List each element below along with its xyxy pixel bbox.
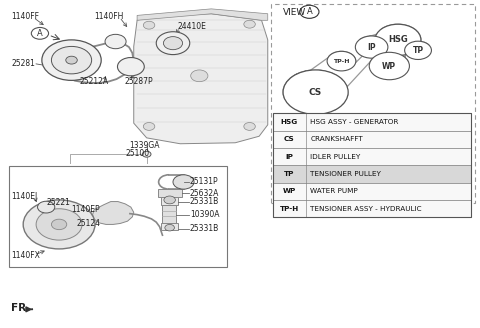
Text: 1339GA: 1339GA — [129, 141, 159, 150]
Bar — [9, 166, 227, 267]
Circle shape — [191, 70, 208, 82]
Circle shape — [23, 200, 95, 249]
Polygon shape — [93, 202, 134, 224]
Text: 1140FH: 1140FH — [94, 12, 123, 21]
Text: 10390A: 10390A — [190, 210, 219, 219]
Text: 25281: 25281 — [11, 59, 35, 68]
Text: TP-H: TP-H — [280, 206, 299, 212]
Text: 25131P: 25131P — [190, 177, 218, 186]
Text: WP: WP — [382, 62, 396, 71]
Circle shape — [36, 209, 82, 240]
Text: TP: TP — [412, 46, 424, 55]
Text: CRANKSHAFFT: CRANKSHAFFT — [311, 136, 363, 142]
Bar — [162, 205, 176, 223]
Text: A: A — [37, 29, 43, 38]
Text: CS: CS — [309, 88, 322, 97]
Text: IP: IP — [285, 154, 293, 160]
Circle shape — [173, 175, 194, 189]
Circle shape — [355, 36, 388, 58]
Circle shape — [375, 24, 421, 55]
Circle shape — [327, 51, 356, 71]
Circle shape — [165, 224, 174, 231]
Circle shape — [369, 52, 409, 80]
Bar — [161, 223, 178, 230]
Circle shape — [66, 56, 77, 64]
Bar — [273, 200, 471, 217]
Circle shape — [156, 32, 190, 54]
Text: WATER PUMP: WATER PUMP — [311, 188, 358, 194]
Text: CS: CS — [284, 136, 295, 142]
Text: 1140FX: 1140FX — [11, 251, 40, 260]
Bar — [271, 4, 475, 203]
Text: 1140EP: 1140EP — [72, 205, 100, 214]
Text: 1140EJ: 1140EJ — [11, 192, 37, 201]
Text: WP: WP — [283, 188, 296, 194]
Text: TENSIONER ASSY - HYDRAULIC: TENSIONER ASSY - HYDRAULIC — [311, 206, 422, 212]
Text: 1140FF: 1140FF — [11, 12, 39, 21]
Circle shape — [244, 20, 255, 28]
Circle shape — [283, 70, 348, 114]
Bar — [273, 131, 471, 148]
Circle shape — [118, 57, 144, 76]
Text: 25331B: 25331B — [190, 197, 219, 206]
Bar — [273, 113, 471, 131]
Text: HSG: HSG — [281, 119, 298, 125]
Circle shape — [164, 196, 175, 204]
Circle shape — [163, 37, 182, 50]
Text: VIEW: VIEW — [283, 8, 306, 17]
Circle shape — [143, 151, 151, 157]
Text: A: A — [307, 7, 312, 16]
Text: 25212A: 25212A — [80, 77, 109, 86]
Text: HSG: HSG — [388, 35, 408, 44]
Circle shape — [144, 21, 155, 29]
Polygon shape — [134, 14, 268, 144]
Bar — [273, 165, 471, 183]
Text: 24410E: 24410E — [178, 22, 207, 31]
Circle shape — [51, 219, 67, 230]
Text: TENSIONER PULLEY: TENSIONER PULLEY — [311, 171, 381, 177]
Text: IP: IP — [367, 43, 376, 51]
Circle shape — [51, 47, 92, 74]
Circle shape — [405, 41, 432, 59]
Bar — [273, 183, 471, 200]
Text: 25124: 25124 — [76, 219, 100, 228]
Circle shape — [244, 123, 255, 130]
Polygon shape — [137, 9, 268, 20]
Circle shape — [144, 123, 155, 130]
Bar — [161, 197, 178, 205]
Text: IDLER PULLEY: IDLER PULLEY — [311, 154, 360, 160]
Text: 25287P: 25287P — [124, 77, 153, 86]
Text: 25221: 25221 — [46, 198, 70, 207]
Bar — [273, 113, 471, 217]
Circle shape — [42, 40, 101, 80]
Bar — [157, 190, 181, 197]
Text: FR.: FR. — [11, 303, 31, 313]
Bar — [273, 148, 471, 165]
Text: 25100: 25100 — [125, 149, 149, 158]
Text: TP-H: TP-H — [333, 59, 350, 64]
Text: HSG ASSY - GENERATOR: HSG ASSY - GENERATOR — [311, 119, 399, 125]
Circle shape — [105, 34, 126, 49]
Text: 25632A: 25632A — [190, 189, 219, 198]
Circle shape — [37, 201, 55, 213]
Text: TP: TP — [284, 171, 295, 177]
Text: 25331B: 25331B — [190, 224, 219, 233]
